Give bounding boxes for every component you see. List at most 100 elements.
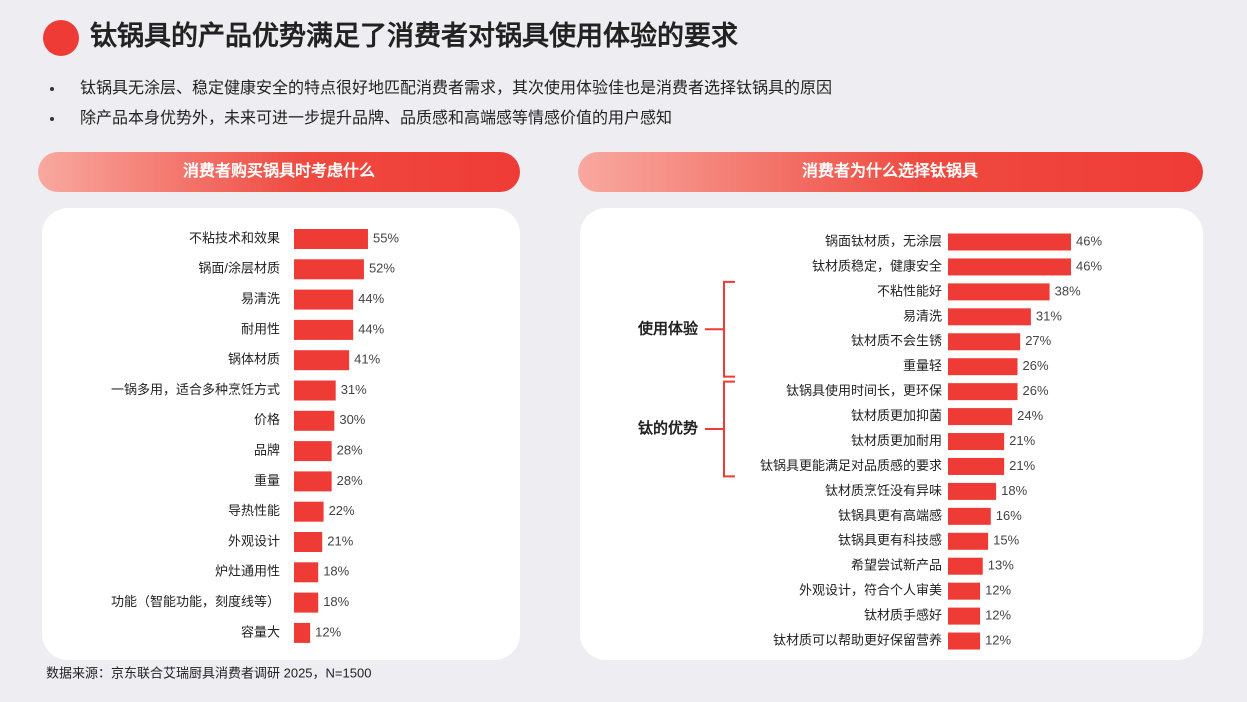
category-label: 希望尝试新产品 [851,558,942,573]
bar [948,333,1021,351]
value-label: 41% [354,352,380,367]
bar [294,289,354,310]
value-label: 24% [1017,408,1043,423]
bar [948,532,989,550]
bar [948,632,981,650]
category-label: 耐用性 [241,321,280,336]
value-label: 18% [323,564,349,579]
category-label: 锅面/涂层材质 [198,261,280,276]
group-label: 钛的优势 [638,419,698,437]
bar [948,258,1072,276]
bullet: 除产品本身优势外，未来可进一步提升品牌、品质感和高端感等情感价值的用户感知 [80,109,672,127]
title-dot [43,20,79,56]
category-label: 钛材质不会生锈 [851,333,942,348]
category-label: 外观设计 [228,533,280,548]
bar [948,408,1013,426]
value-label: 30% [339,412,365,427]
bar [294,471,332,492]
value-label: 31% [341,382,367,397]
value-label: 55% [373,230,399,245]
value-label: 28% [337,443,363,458]
panel [580,208,1203,660]
category-label: 价格 [254,412,280,427]
bar [948,308,1031,326]
chart-title: 消费者购买锅具时考虑什么 [183,161,375,180]
value-label: 12% [985,632,1011,647]
group-bracket [705,380,735,478]
category-label: 钛材质手感好 [864,608,942,623]
value-label: 13% [988,558,1014,573]
bar [294,532,323,552]
value-label: 18% [1001,483,1027,498]
bar [294,592,319,613]
bar [294,319,354,340]
value-label: 31% [1036,308,1062,323]
bar [294,501,324,522]
bar [294,562,319,583]
category-label: 品牌 [254,443,280,458]
category-label: 锅体材质 [228,352,280,367]
category-label: 易清洗 [241,291,280,306]
bar [294,259,364,280]
category-label: 钛材质烹饪没有异味 [825,483,942,498]
category-label: 锅面钛材质，无涂层 [825,233,942,248]
value-label: 26% [1023,383,1049,398]
bullet-dot [50,117,54,121]
bullet: 钛锅具无涂层、稳定健康安全的特点很好地匹配消费者需求，其次使用体验佳也是消费者选… [80,79,832,97]
bar [294,350,350,371]
bar [294,622,311,643]
value-label: 46% [1076,233,1102,248]
bullet-dot [50,87,54,91]
value-label: 26% [1023,358,1049,373]
value-label: 27% [1025,333,1051,348]
value-label: 38% [1055,283,1081,298]
value-label: 12% [315,624,341,639]
bar [948,607,981,625]
value-label: 21% [1009,433,1035,448]
panel [42,208,520,660]
slide-title: 钛锅具的产品优势满足了消费者对锅具使用体验的要求 [90,20,738,51]
category-label: 易清洗 [903,308,942,323]
value-label: 12% [985,583,1011,598]
panel-header [38,152,520,192]
value-label: 18% [323,594,349,609]
category-label: 外观设计，符合个人审美 [799,583,942,598]
category-label: 导热性能 [228,503,280,518]
bar [948,233,1072,251]
category-label: 不粘性能好 [877,283,942,298]
source: 数据来源：京东联合艾瑞厨具消费者调研 2025，N=1500 [46,665,371,680]
bar [948,383,1018,401]
category-label: 钛材质可以帮助更好保留营养 [773,632,942,647]
category-label: 钛锅具更有高端感 [838,508,942,523]
category-label: 炉灶通用性 [215,564,280,579]
bar [948,582,981,600]
value-label: 44% [358,291,384,306]
value-label: 46% [1076,258,1102,273]
category-label: 重量轻 [903,358,942,373]
category-label: 功能（智能功能，刻度线等） [111,594,280,609]
bar [948,457,1005,475]
group-bracket [705,280,735,378]
bar [948,283,1050,301]
category-label: 钛材质更加耐用 [851,433,942,448]
value-label: 22% [329,503,355,518]
category-label: 一锅多用，适合多种烹饪方式 [111,382,280,397]
bar [948,557,983,575]
category-label: 容量大 [241,624,280,639]
value-label: 15% [993,533,1019,548]
category-label: 钛材质稳定，健康安全 [812,258,942,273]
bar [948,507,991,525]
category-label: 钛锅具更有科技感 [838,533,942,548]
bar [294,410,335,431]
value-label: 52% [369,261,395,276]
category-label: 不粘技术和效果 [189,230,280,245]
value-label: 44% [358,321,384,336]
category-label: 钛材质更加抑菌 [851,408,942,423]
value-label: 12% [985,608,1011,623]
category-label: 钛锅具更能满足对品质感的要求 [760,458,942,473]
value-label: 21% [1009,458,1035,473]
value-label: 28% [337,473,363,488]
category-label: 重量 [254,473,280,488]
